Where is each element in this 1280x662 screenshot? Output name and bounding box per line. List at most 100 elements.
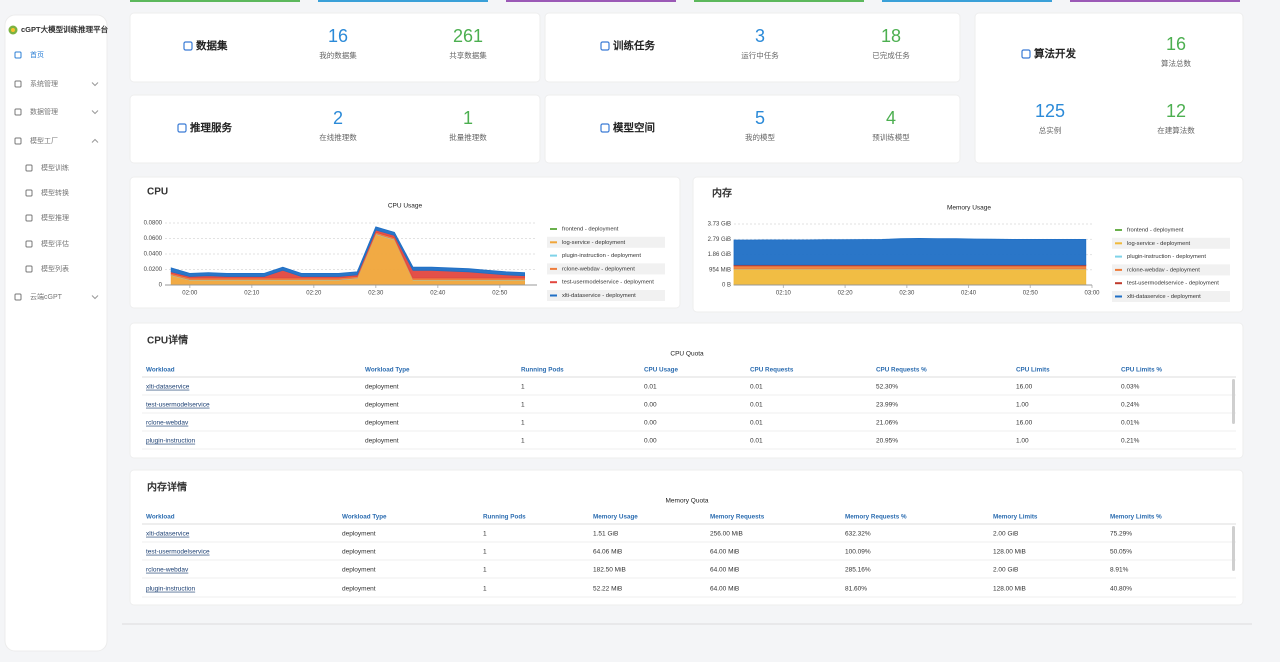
- chart-title: Memory Usage: [947, 205, 991, 212]
- table-cell: 2.00 GiB: [993, 567, 1018, 574]
- y-tick-label: 0.0800: [144, 221, 163, 227]
- menu-chevron: [91, 110, 99, 115]
- table-cell: 285.16%: [845, 567, 871, 574]
- menu-item[interactable]: 首页: [30, 50, 44, 59]
- y-tick-label: 0: [159, 283, 163, 289]
- stat-title: 推理服务: [190, 121, 232, 134]
- stat-value: 1: [463, 108, 473, 128]
- table-title: 内存详情: [147, 481, 187, 494]
- menu-item[interactable]: 数据管理: [30, 107, 58, 116]
- table-cell: 64.00 MiB: [710, 586, 739, 593]
- table-cell: 1: [483, 586, 487, 593]
- menu-item[interactable]: 模型推理: [41, 213, 69, 222]
- y-tick-label: 0.0200: [144, 267, 163, 273]
- table-cell: 1: [521, 384, 525, 391]
- legend-label: plugin-instruction - deployment: [562, 253, 641, 259]
- menu-chevron: [91, 295, 99, 300]
- workload-link[interactable]: test-usermodelservice: [146, 402, 210, 409]
- table-cell: 128.00 MiB: [993, 549, 1026, 556]
- column-header: CPU Limits %: [1121, 367, 1162, 374]
- menu-chevron: [91, 138, 99, 143]
- x-tick-label: 02:50: [492, 291, 508, 297]
- x-tick-label: 02:20: [306, 291, 322, 297]
- stat-title: 数据集: [195, 39, 228, 52]
- stat-icon: [183, 41, 193, 51]
- stat-card: [129, 94, 541, 164]
- table-cell: 0.01: [750, 420, 763, 427]
- table-cell: 256.00 MiB: [710, 531, 743, 538]
- workload-link[interactable]: xlti-dataservice: [146, 384, 190, 391]
- workload-link[interactable]: plugin-instruction: [146, 438, 196, 445]
- table-cell: 64.06 MiB: [593, 549, 622, 556]
- stat-card: [129, 12, 541, 83]
- table-title: CPU详情: [147, 334, 188, 347]
- table-cell: deployment: [365, 384, 399, 391]
- panel-title: 内存: [712, 187, 732, 200]
- chart-title: CPU Usage: [388, 203, 423, 210]
- area-series: [733, 237, 1087, 266]
- table-cell: 0.00: [644, 420, 657, 427]
- stat-value: 125: [1035, 101, 1065, 121]
- sidebar-title: cGPT大模型训练推理平台: [21, 24, 109, 34]
- legend-row-bg: [547, 290, 665, 301]
- top-strip: [882, 0, 1052, 2]
- column-header: Workload: [146, 514, 175, 521]
- column-header: Memory Limits: [993, 514, 1038, 521]
- table-caption: CPU Quota: [670, 351, 704, 358]
- menu-item[interactable]: 模型评估: [41, 239, 69, 248]
- top-strip: [694, 0, 864, 2]
- x-tick-label: 03:00: [1084, 291, 1100, 297]
- area-series: [733, 268, 1087, 286]
- table-cell: 16.00: [1016, 420, 1033, 427]
- stat-label: 批量推理数: [449, 132, 487, 142]
- legend-label: xlti-dataservice - deployment: [562, 293, 636, 299]
- workload-link[interactable]: rclone-webdav: [146, 567, 189, 574]
- column-header: Running Pods: [521, 367, 564, 374]
- stat-title: 算法开发: [1034, 47, 1076, 60]
- stat-icon: [600, 41, 610, 51]
- table-panel: [129, 322, 1244, 459]
- top-strip: [318, 0, 488, 2]
- menu-item[interactable]: 模型转换: [41, 188, 69, 197]
- stat-label: 在线推理数: [319, 132, 357, 142]
- legend-label: xlti-dataservice - deployment: [1127, 294, 1201, 300]
- x-tick-label: 02:40: [961, 291, 977, 297]
- menu-item[interactable]: 模型工厂: [30, 136, 58, 145]
- legend-row-bg: [1112, 237, 1230, 249]
- table-cell: 0.01: [750, 384, 763, 391]
- panel-title: CPU: [147, 187, 168, 198]
- x-tick-label: 02:40: [430, 291, 446, 297]
- legend-label: plugin-instruction - deployment: [1127, 254, 1206, 260]
- stat-label: 我的模型: [745, 132, 775, 142]
- table-cell: 0.01%: [1121, 420, 1140, 427]
- menu-item[interactable]: 模型列表: [41, 264, 69, 273]
- y-tick-label: 2.79 GiB: [708, 237, 731, 243]
- table-scrollbar: [1232, 379, 1235, 424]
- menu-item[interactable]: 模型训练: [41, 163, 69, 172]
- table-cell: 52.22 MiB: [593, 586, 622, 593]
- table-cell: 21.06%: [876, 420, 898, 427]
- top-strip: [130, 0, 300, 2]
- menu-item[interactable]: 云端cGPT: [30, 292, 63, 301]
- menu-item[interactable]: 系统管理: [30, 79, 58, 88]
- workload-link[interactable]: plugin-instruction: [146, 586, 196, 593]
- legend-label: frontend - deployment: [1127, 228, 1184, 234]
- workload-link[interactable]: xlti-dataservice: [146, 531, 190, 538]
- table-cell: deployment: [365, 420, 399, 427]
- workload-link[interactable]: test-usermodelservice: [146, 549, 210, 556]
- y-tick-label: 3.73 GiB: [708, 222, 731, 228]
- table-cell: deployment: [342, 531, 376, 538]
- table-cell: 632.32%: [845, 531, 871, 538]
- workload-link[interactable]: rclone-webdav: [146, 420, 189, 427]
- x-tick-label: 02:20: [838, 291, 854, 297]
- logo-center: [11, 28, 15, 32]
- column-header: Workload Type: [342, 514, 387, 521]
- stat-icon: [600, 123, 610, 133]
- table-cell: 1: [483, 567, 487, 574]
- stat-label: 总实例: [1039, 125, 1062, 135]
- column-header: CPU Limits: [1016, 367, 1050, 374]
- table-cell: 128.00 MiB: [993, 586, 1026, 593]
- legend-label: log-service - deployment: [562, 240, 626, 246]
